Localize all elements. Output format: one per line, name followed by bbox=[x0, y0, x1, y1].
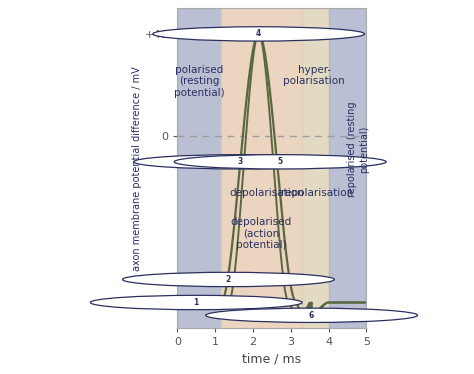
Text: 4: 4 bbox=[256, 30, 261, 39]
Circle shape bbox=[134, 155, 346, 169]
X-axis label: time / ms: time / ms bbox=[242, 353, 301, 366]
Bar bbox=[221, 8, 302, 328]
Circle shape bbox=[122, 272, 334, 286]
Text: repolarisation: repolarisation bbox=[282, 187, 354, 197]
Text: depolarisation: depolarisation bbox=[229, 187, 304, 197]
Text: 1: 1 bbox=[193, 298, 199, 307]
Bar bbox=[177, 8, 221, 328]
Circle shape bbox=[153, 27, 365, 41]
Bar bbox=[302, 8, 328, 328]
Bar bbox=[328, 8, 366, 328]
Text: 5: 5 bbox=[278, 157, 283, 166]
Text: 6: 6 bbox=[309, 311, 314, 320]
Circle shape bbox=[174, 155, 386, 169]
Circle shape bbox=[206, 308, 418, 322]
Text: depolarised
(action
potential): depolarised (action potential) bbox=[231, 217, 292, 250]
Text: 3: 3 bbox=[237, 157, 242, 166]
Text: hyper-
polarisation: hyper- polarisation bbox=[283, 65, 345, 86]
Circle shape bbox=[91, 295, 302, 310]
Y-axis label: axon membrane potential difference / mV: axon membrane potential difference / mV bbox=[132, 66, 142, 270]
Text: repolarised (resting
potential): repolarised (resting potential) bbox=[347, 101, 369, 197]
Text: polarised
(resting
potential): polarised (resting potential) bbox=[173, 65, 224, 98]
Text: 2: 2 bbox=[226, 275, 231, 284]
